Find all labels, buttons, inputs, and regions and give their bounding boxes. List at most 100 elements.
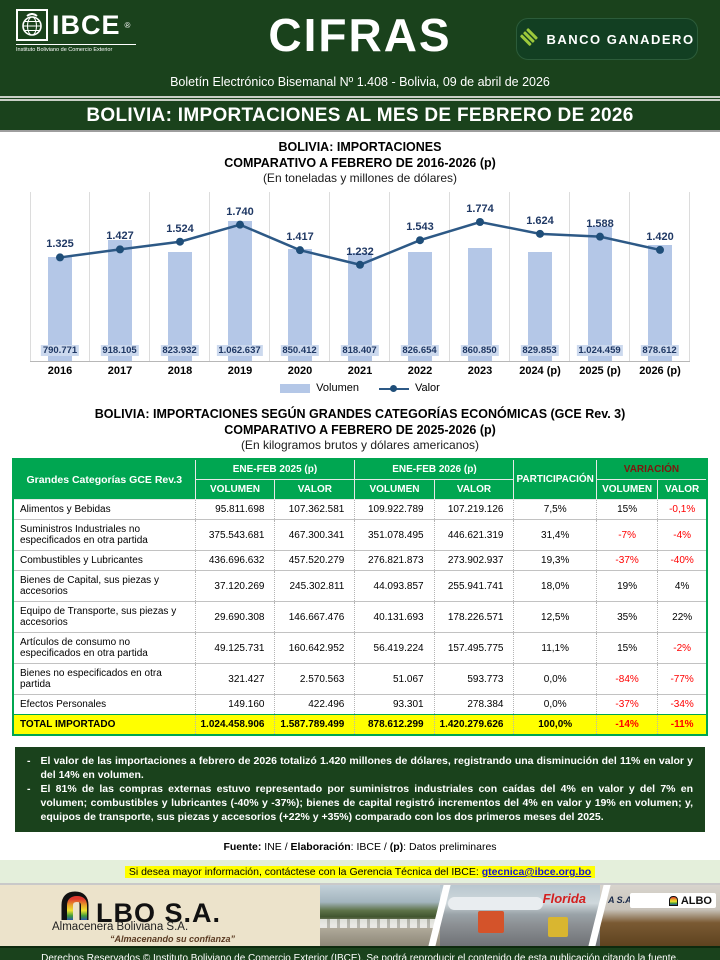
chart-title-1: BOLIVIA: IMPORTACIONES <box>278 140 442 154</box>
note-text: El valor de las importaciones a febrero … <box>40 755 694 781</box>
participacion-cell: 19,3% <box>513 550 597 571</box>
year-label: 2026 (p) <box>639 365 681 377</box>
chart-column: 823.932 <box>150 192 210 361</box>
col-header-variacion: VARIACIÓN <box>595 458 708 480</box>
variacion-valor-cell: -11% <box>657 714 708 736</box>
chart-section: BOLIVIA: IMPORTACIONES COMPARATIVO A FEB… <box>0 132 720 394</box>
volume-bar <box>167 252 192 361</box>
participacion-cell: 31,4% <box>513 519 597 551</box>
volume-bar <box>347 253 372 361</box>
valor-2026-cell: 278.384 <box>433 694 515 715</box>
chart-plot: 790.771 1.325 918.105 1.427 823.932 1.524 1.06… <box>30 192 690 362</box>
variacion-volumen-cell: -37% <box>595 694 659 715</box>
volume-bar-label: 826.654 <box>400 345 439 356</box>
col-header-group-2026: ENE-FEB 2026 (p) <box>354 458 515 480</box>
value-point-label: 1.588 <box>586 217 614 230</box>
table-subtitle: (En kilogramos brutos y dólares american… <box>240 438 480 452</box>
volumen-2026-cell: 109.922.789 <box>354 499 435 520</box>
variacion-volumen-cell: -37% <box>595 550 659 571</box>
table-section: BOLIVIA: IMPORTACIONES SEGÚN GRANDES CAT… <box>0 406 720 736</box>
ibce-logo-caption: Instituto Boliviano de Comercio Exterior <box>16 44 136 53</box>
volume-bar-label: 878.612 <box>640 345 679 356</box>
chart-column: 1.062.637 <box>210 192 270 361</box>
elaboration-label: Elaboración <box>290 841 351 853</box>
albo-banner-a-icon <box>668 895 678 906</box>
col-header-volumen-2025: VOLUMEN <box>194 479 276 500</box>
note-text: El 81% de las compras externas estuvo re… <box>40 783 694 823</box>
volume-bar-label: 829.853 <box>520 345 559 356</box>
ad-photo-airport: Florida <box>440 885 600 946</box>
volumen-2026-cell: 93.301 <box>354 694 435 715</box>
chart-column: 860.850 <box>450 192 510 361</box>
category-cell: Suministros Industriales no especificado… <box>12 519 196 551</box>
valor-2025-cell: 146.667.476 <box>274 601 356 633</box>
note-dash-marker: - <box>27 755 31 767</box>
volume-bar <box>287 248 312 361</box>
category-cell: Artículos de consumo no especificados en… <box>12 632 196 664</box>
participacion-cell: 0,0% <box>513 663 597 695</box>
value-point-label: 1.624 <box>526 214 554 227</box>
variacion-volumen-cell: 15% <box>595 632 659 664</box>
category-cell: TOTAL IMPORTADO <box>12 714 196 736</box>
legend-item-valor: Valor <box>378 382 440 394</box>
valor-2025-cell: 1.587.789.499 <box>274 714 356 736</box>
preliminary-value: : Datos preliminares <box>403 841 497 853</box>
volume-bar-label: 1.062.637 <box>216 345 263 356</box>
summary-notes-box: - El valor de las importaciones a febrero… <box>15 747 705 832</box>
note-dash-marker: - <box>27 783 31 795</box>
contact-email-link[interactable]: gtecnica@ibce.org.bo <box>481 866 592 878</box>
col-header-valor-2026: VALOR <box>433 479 515 500</box>
valor-2025-cell: 422.496 <box>274 694 356 715</box>
warehouse-sign-text: A S.A. <box>608 895 635 905</box>
participacion-cell: 12,5% <box>513 601 597 633</box>
registered-mark: ® <box>124 20 131 30</box>
valor-swatch-icon <box>378 384 409 393</box>
volume-bar <box>407 252 432 361</box>
chart-column: 878.612 <box>630 192 690 361</box>
valor-2025-cell: 160.642.952 <box>274 632 356 664</box>
year-label: 2025 (p) <box>579 365 621 377</box>
albo-wordmark: LBO S.A. <box>96 898 222 928</box>
year-label: 2018 <box>167 365 193 377</box>
col-header-var-volumen: VOLUMEN <box>595 479 659 500</box>
volume-bar-label: 918.105 <box>100 345 139 356</box>
bulletin-subtitle: Boletín Electrónico Bisemanal Nº 1.408 -… <box>170 75 550 89</box>
volume-bar <box>527 251 552 361</box>
volume-bar <box>647 245 672 361</box>
category-cell: Combustibles y Lubricantes <box>12 550 196 571</box>
valor-2026-cell: 273.902.937 <box>433 550 515 571</box>
albo-ad-banner[interactable]: LBO S.A. Almacenera Boliviana S.A. “Alma… <box>0 883 720 946</box>
year-label: 2024 (p) <box>519 365 561 377</box>
ibce-logo: IBCE ® Instituto Boliviano de Comercio E… <box>16 9 136 53</box>
valor-2026-cell: 157.495.775 <box>433 632 515 664</box>
banco-ganadero-logo: BANCO GANADERO <box>516 18 698 60</box>
variacion-valor-cell: -0,1% <box>657 499 708 520</box>
volumen-2025-cell: 436.696.632 <box>194 550 276 571</box>
value-point-label: 1.524 <box>166 222 194 235</box>
table-row: Efectos Personales 149.160 422.496 93.301 27… <box>12 694 708 715</box>
value-point-label: 1.740 <box>226 205 254 218</box>
variacion-valor-cell: 22% <box>657 601 708 633</box>
yellow-forklift-shape <box>548 917 568 937</box>
valor-2025-cell: 2.570.563 <box>274 663 356 695</box>
year-label: 2023 <box>467 365 493 377</box>
table-row: Bienes no especificados en otra partida 3… <box>12 663 708 695</box>
legend-label-volumen: Volumen <box>316 382 359 394</box>
valor-2025-cell: 107.362.581 <box>274 499 356 520</box>
variacion-volumen-cell: 15% <box>595 499 659 520</box>
value-point-label: 1.427 <box>106 230 134 243</box>
variacion-volumen-cell: -14% <box>595 714 659 736</box>
volumen-2026-cell: 878.612.299 <box>354 714 435 736</box>
participacion-cell: 100,0% <box>513 714 597 736</box>
valor-2026-cell: 255.941.741 <box>433 570 515 602</box>
valor-2026-cell: 1.420.279.626 <box>433 714 515 736</box>
value-point-label: 1.417 <box>286 231 314 244</box>
source-value: INE / <box>261 841 291 853</box>
copyright-footer: Derechos Reservados © Instituto Bolivian… <box>0 946 720 960</box>
table-row: Bienes de Capital, sus piezas y accesori… <box>12 570 708 602</box>
col-header-group-2025: ENE-FEB 2025 (p) <box>194 458 356 480</box>
table-total-row: TOTAL IMPORTADO 1.024.458.906 1.587.789.49… <box>12 714 708 736</box>
elaboration-value: : IBCE / <box>350 841 390 853</box>
variacion-volumen-cell: 35% <box>595 601 659 633</box>
participacion-cell: 18,0% <box>513 570 597 602</box>
